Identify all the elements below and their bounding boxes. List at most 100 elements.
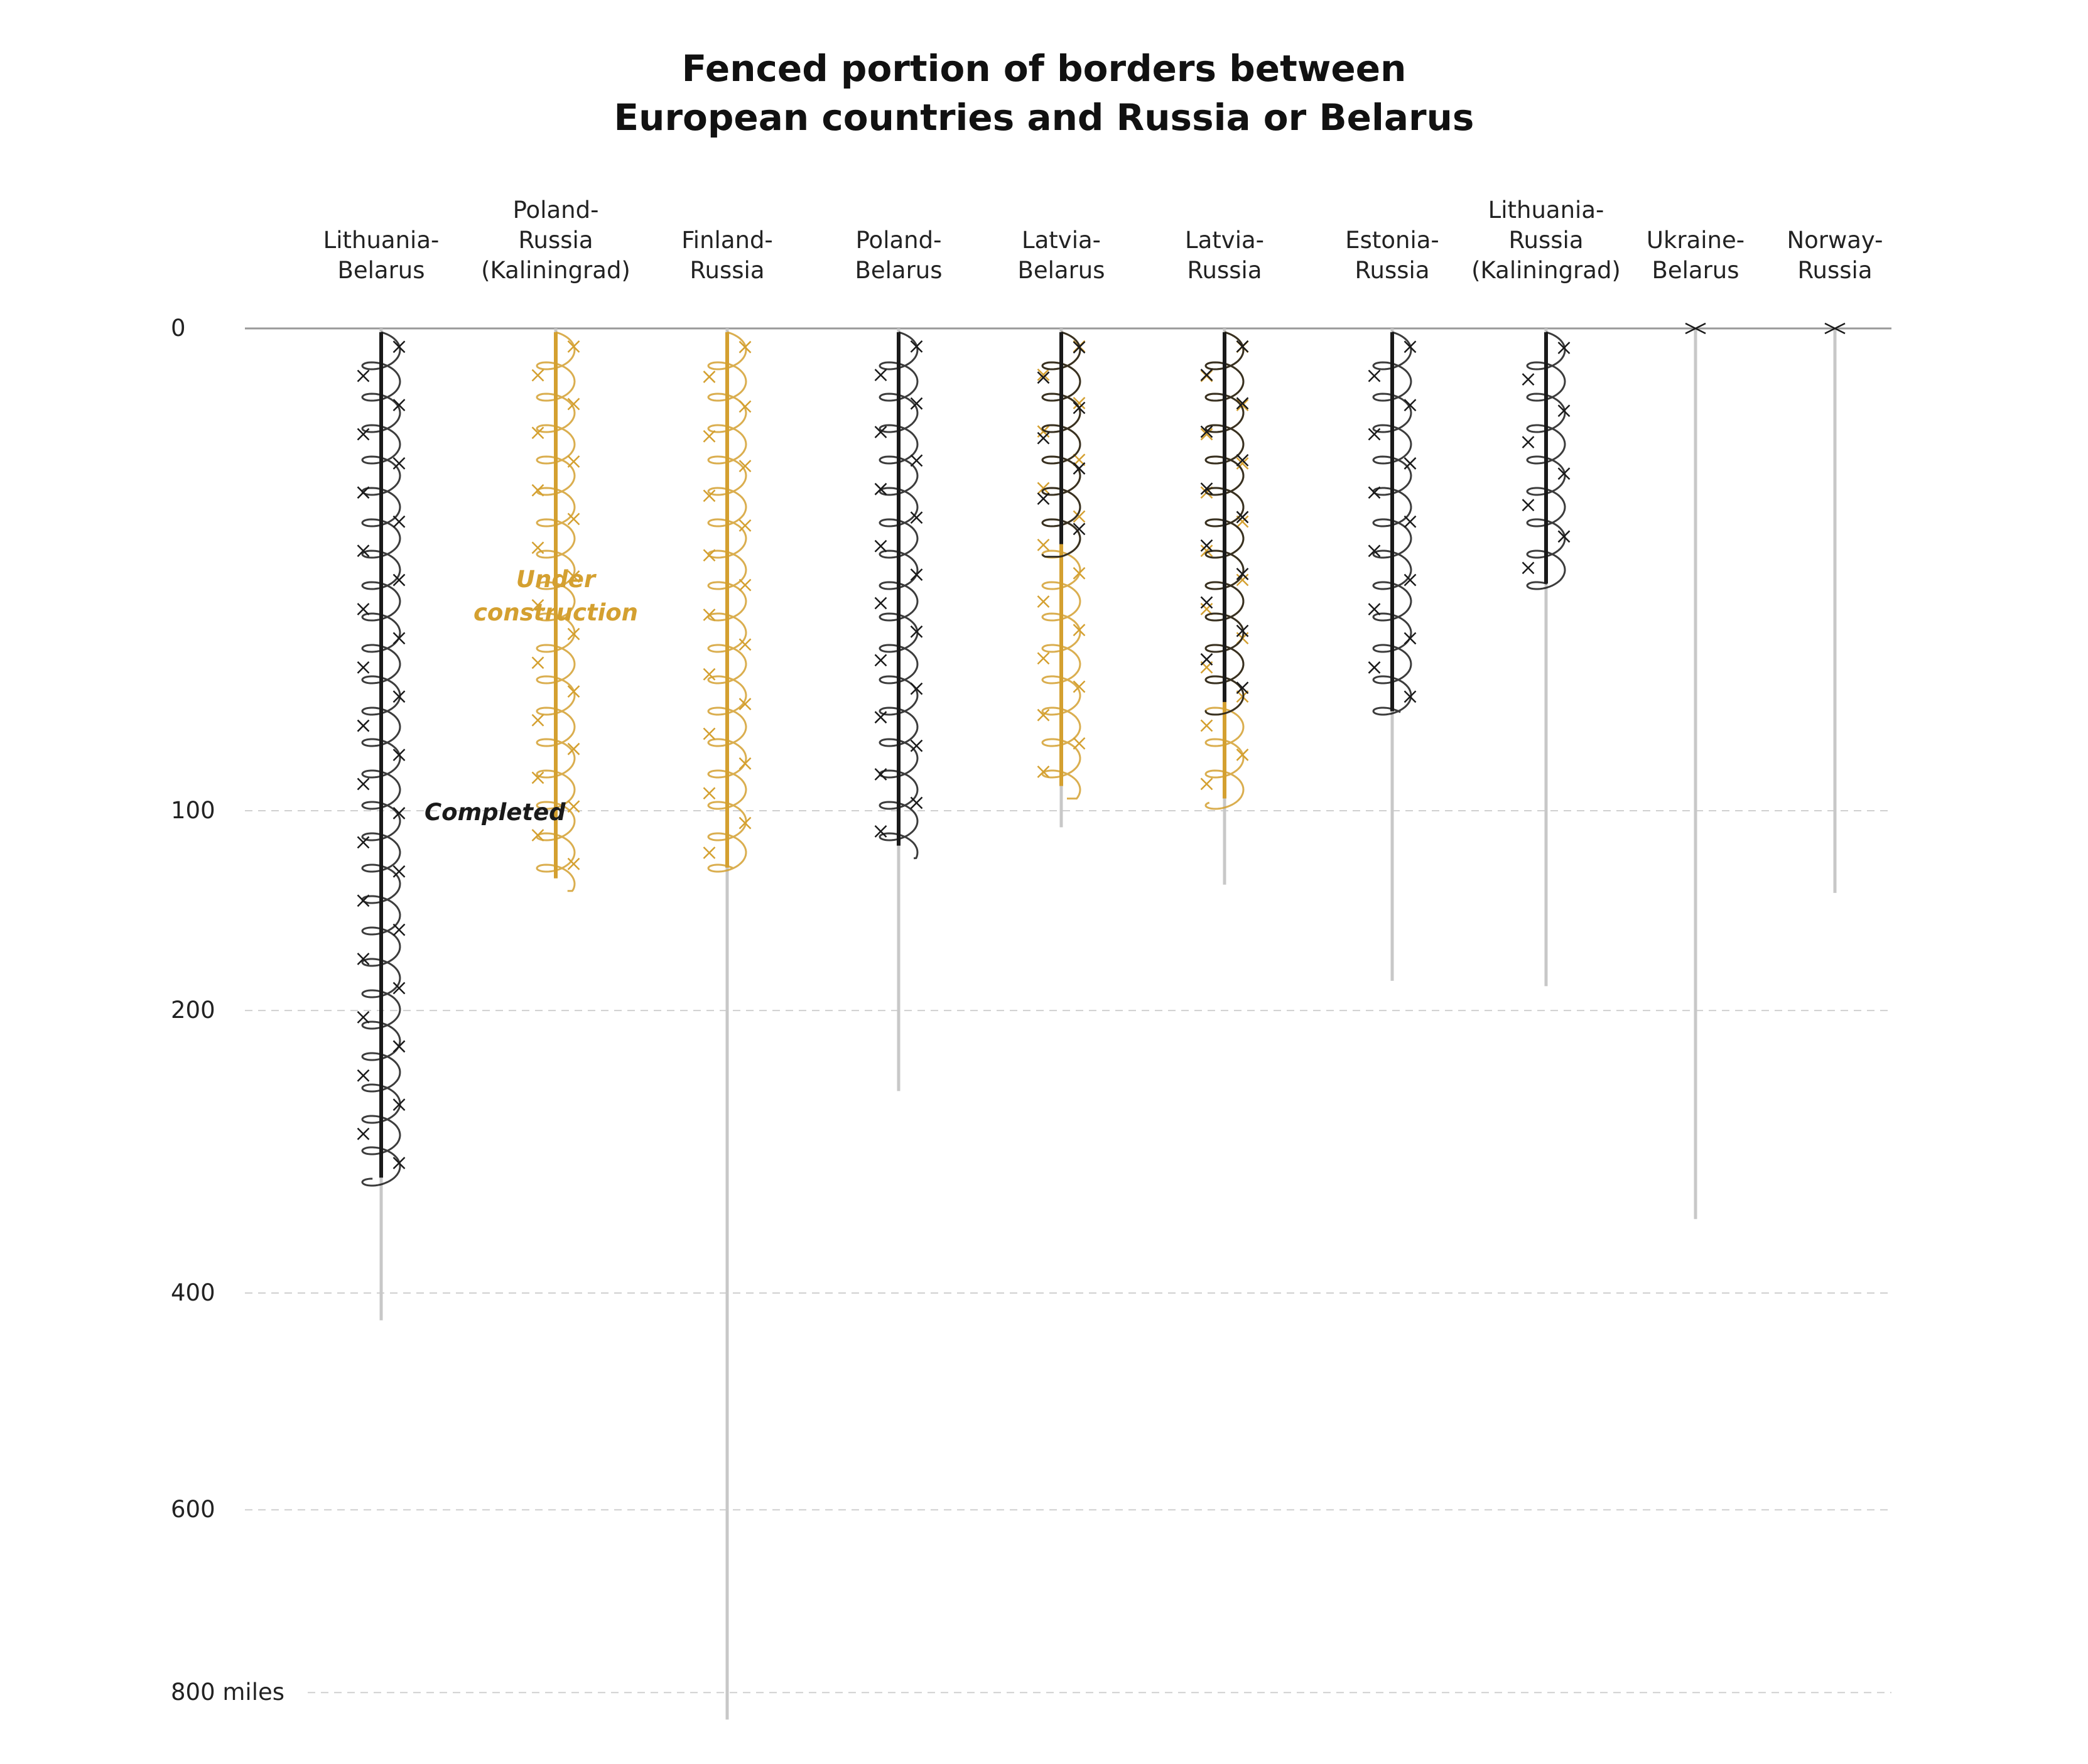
- category-label-7-line-0: Lithuania-: [1488, 197, 1604, 224]
- completed-mark-0: [357, 331, 406, 1187]
- completed-7-barb-2: [1557, 404, 1571, 418]
- completed-0-barb-21: [357, 953, 370, 965]
- category-label-7-line-2: (Kaliningrad): [1471, 257, 1621, 284]
- under-construction-1-barb-1: [531, 369, 544, 382]
- y-tick-label-0: 0: [171, 315, 186, 342]
- completed-0-barb-6: [392, 515, 406, 528]
- chart-title-line-1: Fenced portion of borders between: [681, 47, 1407, 90]
- zero-fence-marker-8: [1685, 322, 1706, 335]
- completed-5-barb-4: [1236, 453, 1249, 467]
- under-construction-2-barb-1: [703, 371, 716, 383]
- completed-5-barb-12: [1236, 681, 1249, 695]
- completed-6-barb-6: [1404, 515, 1417, 528]
- completed-coil-7: [1526, 331, 1566, 590]
- completed-4-barb-5: [1037, 492, 1050, 506]
- category-label-6-line-0: Estonia-: [1345, 227, 1439, 254]
- completed-3-barb-2: [910, 397, 923, 410]
- completed-5-barb-5: [1200, 482, 1213, 495]
- completed-6-barb-7: [1368, 544, 1381, 558]
- under-construction-5-barb-2: [1236, 399, 1249, 411]
- completed-0-barb-12: [392, 690, 406, 703]
- under-construction-5-barb-14: [1236, 749, 1249, 761]
- under-construction-2-barb-2: [738, 400, 752, 413]
- completed-0-barb-17: [357, 836, 370, 849]
- completed-3-barb-7: [874, 539, 887, 553]
- under-construction-2-barb-8: [738, 578, 752, 592]
- under-construction-2-barb-4: [738, 460, 752, 473]
- under-construction-1-barb-11: [531, 656, 544, 669]
- completed-3-barb-12: [910, 682, 923, 695]
- y-tick-label-400: 400: [171, 1279, 215, 1306]
- completed-5-barb-9: [1200, 596, 1213, 609]
- completed-7-barb-1: [1522, 373, 1535, 386]
- completed-3-barb-4: [910, 454, 923, 467]
- under-construction-1-barb-0: [567, 340, 580, 353]
- completed-3-barb-17: [874, 825, 887, 838]
- under-construction-1-barb-15: [531, 771, 544, 784]
- completed-4-barb-6: [1073, 522, 1086, 536]
- category-label-9-line-1: Russia: [1797, 257, 1872, 284]
- completed-3-barb-16: [910, 796, 923, 809]
- under-construction-1-barb-13: [531, 714, 544, 727]
- completed-0-barb-7: [357, 544, 370, 558]
- completed-6-barb-8: [1404, 573, 1417, 587]
- completed-3-barb-9: [874, 597, 887, 610]
- under-construction-2-barb-5: [703, 489, 716, 502]
- completed-0-barb-27: [357, 1127, 370, 1140]
- under-construction-4-barb-2: [1073, 397, 1086, 409]
- under-construction-1-barb-6: [567, 512, 580, 526]
- completed-3-barb-15: [874, 768, 887, 781]
- under-construction-2-barb-16: [738, 816, 752, 830]
- under-construction-5-barb-13: [1200, 719, 1213, 732]
- category-label-1-line-2: (Kaliningrad): [481, 257, 630, 284]
- completed-0-barb-25: [357, 1069, 370, 1082]
- completed-0-barb-1: [357, 369, 370, 382]
- completed-3-barb-0: [910, 340, 923, 353]
- completed-6-barb-5: [1368, 486, 1381, 499]
- completed-5-barb-8: [1236, 568, 1249, 580]
- completed-coil-0: [361, 331, 401, 1187]
- completed-3-barb-3: [874, 426, 887, 438]
- completed-coil-6: [1372, 331, 1412, 716]
- under-construction-4-barb-1: [1037, 368, 1050, 381]
- y-tick-label-600: 600: [171, 1496, 215, 1523]
- category-label-6-line-1: Russia: [1355, 257, 1429, 284]
- completed-0-barb-23: [357, 1011, 370, 1024]
- under-construction-2-barb-7: [703, 549, 716, 562]
- category-labels: Lithuania- Belarus Poland- Russia (Kaliningr…: [323, 197, 1883, 284]
- under-construction-1-barb-3: [531, 426, 544, 440]
- completed-5-barb-7: [1200, 539, 1213, 552]
- completed-3-barb-8: [910, 568, 923, 581]
- under-construction-4-barb-9: [1037, 595, 1050, 608]
- under-construction-5-barb-3: [1200, 428, 1213, 441]
- under-construction-1-barb-4: [567, 455, 580, 468]
- completed-7-barb-7: [1522, 561, 1535, 575]
- category-label-3-line-0: Poland-: [856, 227, 942, 254]
- completed-3-barb-13: [874, 711, 887, 724]
- completed-0-barb-11: [357, 661, 370, 674]
- completed-6-barb-10: [1404, 632, 1417, 645]
- completed-3-barb-6: [910, 511, 923, 524]
- completed-0-barb-24: [392, 1040, 406, 1053]
- under-construction-1-barb-14: [567, 742, 580, 755]
- annotation-construction: construction: [473, 599, 638, 626]
- completed-0-barb-10: [392, 632, 406, 645]
- completed-5-barb-0: [1236, 340, 1249, 353]
- completed-0-barb-5: [357, 486, 370, 499]
- category-label-0-line-1: Belarus: [337, 257, 425, 284]
- category-label-8-line-1: Belarus: [1652, 257, 1739, 284]
- completed-4-barb-4: [1073, 462, 1086, 475]
- completed-6-barb-1: [1368, 369, 1381, 382]
- completed-5-barb-1: [1200, 369, 1213, 381]
- completed-mark-4: [1037, 331, 1086, 558]
- category-label-7-line-1: Russia: [1508, 227, 1583, 254]
- completed-0-barb-3: [357, 428, 370, 441]
- under-construction-1-barb-17: [531, 829, 544, 841]
- completed-6-barb-12: [1404, 690, 1417, 703]
- completed-0-barb-26: [392, 1098, 406, 1112]
- category-label-2-line-1: Russia: [690, 257, 764, 284]
- under-construction-coil-1: [536, 331, 576, 892]
- under-construction-2-barb-12: [738, 698, 752, 711]
- completed-5-barb-3: [1200, 425, 1213, 438]
